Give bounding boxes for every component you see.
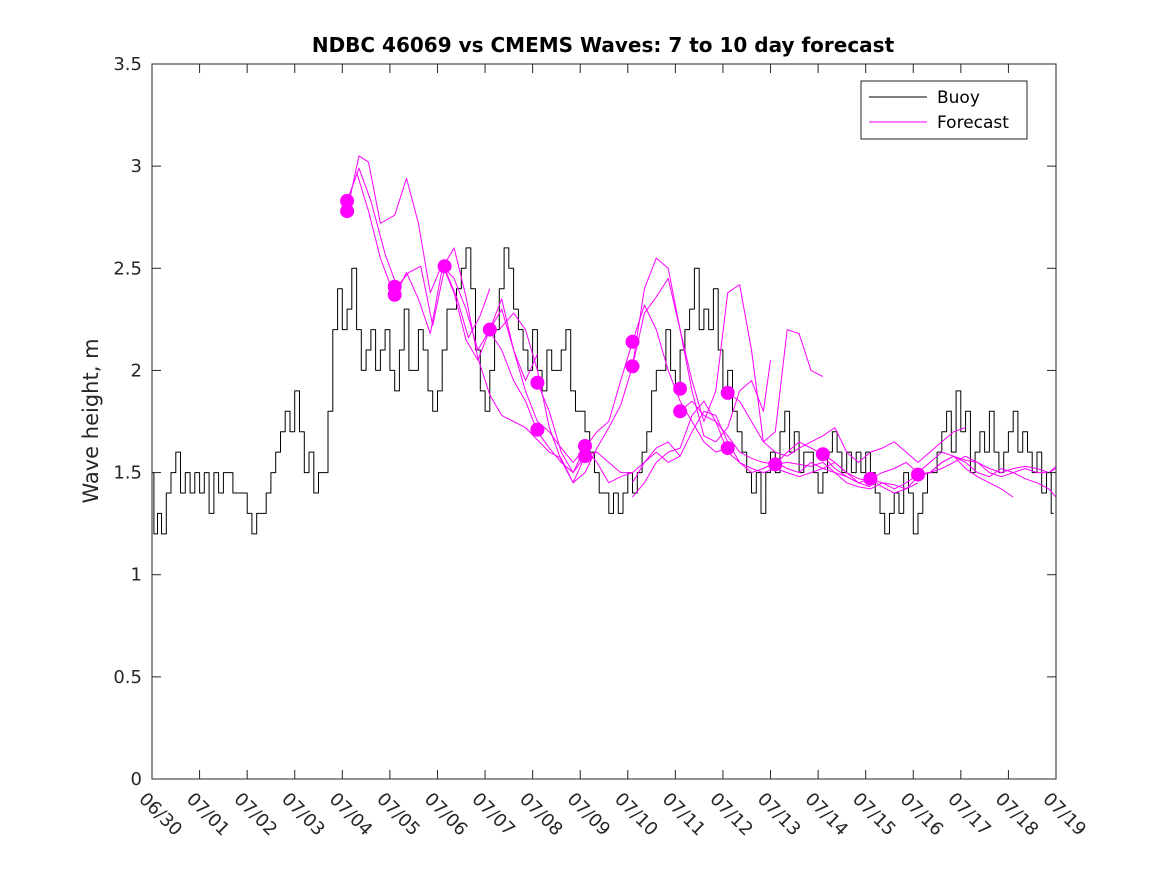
plot-frame	[151, 63, 1057, 780]
legend-forecast-label: Forecast	[937, 113, 1009, 133]
x-tick-label: 07/09	[563, 789, 615, 841]
legend-box	[860, 80, 1028, 140]
y-tick-label: 1.5	[113, 463, 142, 484]
forecast-start-marker	[720, 385, 735, 400]
forecast-start-marker	[815, 447, 830, 462]
forecast-line-15	[870, 455, 1057, 490]
forecast-line-4	[441, 265, 633, 484]
y-tick-label: 0.5	[113, 667, 142, 688]
forecast-start-marker	[530, 422, 545, 437]
forecast-line-16	[917, 455, 1057, 478]
plot-area	[152, 64, 1056, 779]
y-tick-label: 2.5	[113, 258, 142, 279]
y-axis-label: Wave height, m	[79, 338, 103, 503]
x-tick-label: 07/11	[658, 789, 710, 841]
x-tick-label: 07/07	[468, 789, 520, 841]
buoy-line	[152, 247, 1054, 535]
forecast-start-marker	[482, 322, 497, 337]
forecast-start-marker	[768, 457, 783, 472]
y-axis: 0 0.5 1 1.5 2 2.5 3 3.5	[113, 54, 1056, 790]
forecast-line-11	[679, 400, 919, 490]
x-tick-label: 07/04	[325, 789, 377, 841]
chart-title: NDBC 46069 vs CMEMS Waves: 7 to 10 day f…	[312, 33, 895, 57]
forecast-line-13	[774, 441, 1014, 498]
y-tick-label: 2	[131, 360, 142, 381]
x-tick-label: 07/14	[801, 789, 853, 841]
buoy-series	[152, 247, 1054, 535]
x-tick-label: 07/08	[515, 789, 567, 841]
x-tick-label: 07/01	[182, 789, 234, 841]
x-tick-label: 07/17	[943, 789, 995, 841]
forecast-line-10	[632, 400, 871, 498]
forecast-start-marker	[387, 287, 402, 302]
y-tick-label: 3.5	[113, 54, 142, 75]
x-tick-label: 07/06	[420, 789, 472, 841]
y-tick-label: 3	[131, 156, 142, 177]
forecast-start-marker	[578, 449, 592, 464]
x-tick-label: 06/30	[134, 789, 186, 841]
forecast-start-marker	[340, 204, 355, 219]
x-tick-label: 07/10	[610, 789, 662, 841]
forecast-start-marker	[673, 381, 688, 396]
x-tick-label: 07/19	[1038, 789, 1090, 841]
forecast-start-marker	[720, 441, 735, 456]
forecast-start-marker	[625, 334, 640, 349]
legend: Buoy Forecast	[860, 80, 1028, 140]
x-tick-label: 07/15	[848, 789, 900, 841]
forecast-start-marker	[530, 375, 545, 390]
x-tick-label: 07/05	[372, 789, 424, 841]
forecast-line-8	[632, 257, 824, 443]
x-tick-label: 07/16	[896, 789, 948, 841]
forecast-start-marker	[863, 471, 878, 486]
forecast-start-marker	[673, 404, 688, 419]
x-tick-label: 07/02	[230, 789, 282, 841]
forecast-start-marker	[437, 259, 452, 274]
forecast-start-marker	[625, 359, 640, 374]
x-tick-label: 07/03	[277, 789, 329, 841]
x-tick-label: 07/18	[991, 789, 1043, 841]
forecast-start-markers	[340, 193, 925, 486]
forecast-line-1	[346, 167, 491, 339]
x-tick-label: 07/12	[705, 789, 757, 841]
y-tick-label: 1	[131, 565, 142, 586]
forecast-line-12	[727, 392, 966, 463]
x-tick-label: 07/13	[753, 789, 805, 841]
legend-buoy-label: Buoy	[937, 88, 980, 108]
forecast-start-marker	[911, 467, 925, 482]
y-tick-label: 0	[131, 769, 142, 790]
